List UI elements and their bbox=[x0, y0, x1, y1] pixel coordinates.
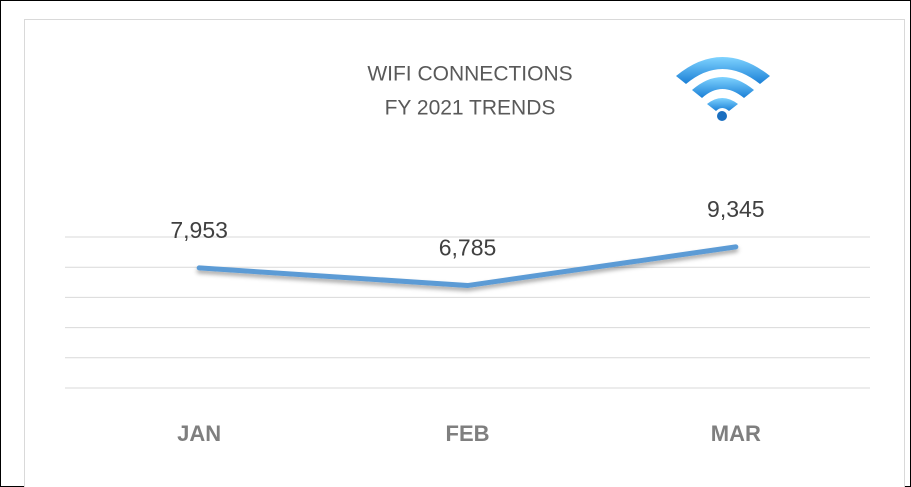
chart-area bbox=[24, 19, 905, 487]
data-label: 7,953 bbox=[170, 217, 228, 243]
x-tick-label: MAR bbox=[711, 421, 761, 446]
x-tick-label: FEB bbox=[446, 421, 490, 446]
chart-subtitle: FY 2021 TRENDS bbox=[385, 97, 556, 120]
chart-title: WIFI CONNECTIONS bbox=[367, 63, 572, 86]
x-tick-label: JAN bbox=[177, 421, 221, 446]
wifi-icon bbox=[676, 57, 770, 121]
data-label: 6,785 bbox=[439, 235, 497, 261]
series-line bbox=[196, 244, 739, 289]
data-label: 9,345 bbox=[707, 196, 765, 222]
